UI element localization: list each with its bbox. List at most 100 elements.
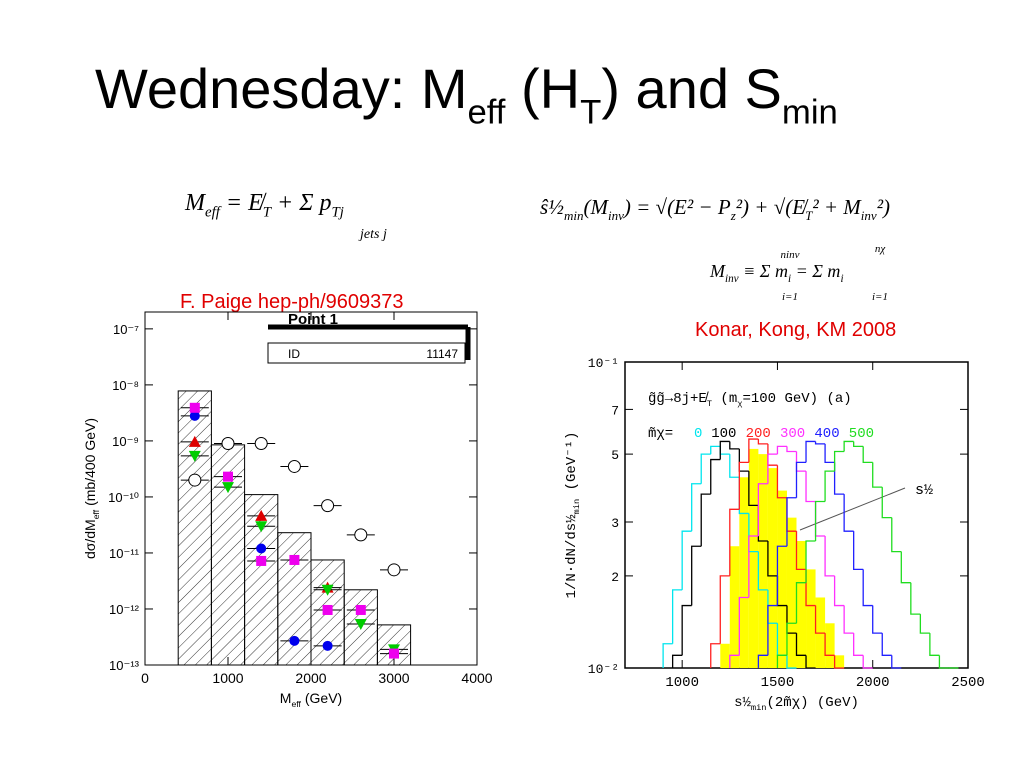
x-tick-label: 2000 [856,675,890,691]
y-tick-label: 7 [611,403,619,418]
step [795,633,807,656]
formula: ŝ½min(Minv) = √(E² − Pz²) + √(E̸T² + Min… [540,195,890,223]
text-part: M [709,261,726,281]
citation: Konar, Kong, KM 2008 [695,319,896,341]
step [872,462,883,488]
text-part: eff [291,699,301,709]
step [748,471,759,507]
text-part: (2m̃χ) (GeV) [767,695,859,711]
step [776,654,787,668]
point [223,471,233,482]
formula-limit: nχ [875,243,887,255]
step [691,483,702,532]
step [805,540,816,583]
x-tick-label: 1500 [761,675,795,691]
filled-bar [767,468,778,668]
y-tick-label: 10⁻⁸ [112,378,139,393]
text-part: dσ/dM [82,519,98,559]
step [786,446,797,453]
text-part: ) and S [601,57,782,120]
step [862,655,873,669]
step [833,462,845,495]
text-part: Wednesday: M [95,57,467,120]
step [795,451,807,472]
text-part: T [263,205,273,221]
step [729,508,740,576]
step [767,453,778,484]
step [843,494,854,532]
y-tick-label: 10⁻¹ [588,356,619,371]
step [805,655,816,669]
text-part: (GeV) [301,690,342,706]
step [929,633,940,656]
step [805,471,816,503]
point [255,509,268,521]
step [757,483,768,537]
y-tick-label: 10⁻¹¹ [109,546,140,561]
text-part: M [184,190,207,216]
point [222,482,234,494]
slide-title: Wednesday: Meff (HT) and Smin [95,57,838,132]
step [814,501,826,537]
y-tick-label: 10⁻⁷ [113,322,139,337]
step [710,458,721,495]
point [256,555,267,566]
y-tick-label: 10⁻¹³ [109,658,140,673]
filled-bar [806,569,816,668]
point [354,618,367,630]
x-tick-label: 2000 [295,670,326,686]
step [891,517,902,553]
step [786,497,797,547]
point [289,635,300,646]
text-part: = E̸ [220,190,267,216]
step [795,531,807,571]
step [681,530,692,590]
point [355,604,366,615]
step [681,604,692,656]
step [910,582,921,615]
text-part: + Σ p [271,190,331,216]
step [833,450,845,472]
y-axis-label: dσ/dMeff (mb/400 GeV) [82,418,101,559]
step [881,633,892,656]
point [389,648,399,659]
step [776,445,787,455]
point [322,604,333,615]
filled-bar [758,454,768,668]
formula-limit: i=1 [872,291,888,303]
step [719,440,730,460]
y-tick-label: 2 [611,570,619,585]
text-part: = Σ m [791,261,840,281]
legend-entry: 200 [746,426,771,442]
point [188,450,201,462]
text-part: ≡ Σ m [739,261,788,281]
step [795,461,807,498]
text-part: T [707,399,712,409]
text-part: eff [91,509,101,519]
x-tick-label: 1000 [665,675,699,691]
point [189,410,200,421]
step [919,614,930,634]
step [767,604,778,656]
filled-bar [786,517,797,668]
text-part: min [782,94,838,132]
step [900,551,911,584]
formula-limit: jets j [358,227,387,242]
filled-bar [720,643,730,668]
hist-bar [177,390,212,666]
step [700,453,711,484]
filled-bar [729,546,740,668]
text-part: i [840,273,843,285]
text-part: ² + M [812,195,862,219]
x-tick-label: 3000 [378,670,409,686]
arrow-label: s½ [915,482,933,499]
step [748,535,759,598]
x-tick-label: 2500 [951,675,985,691]
filled-bar [825,623,835,668]
text-part: (m [712,391,737,407]
legend-entry: 300 [780,426,805,442]
filled-bar [796,541,807,668]
text-part: i [788,273,791,285]
step [671,654,683,668]
